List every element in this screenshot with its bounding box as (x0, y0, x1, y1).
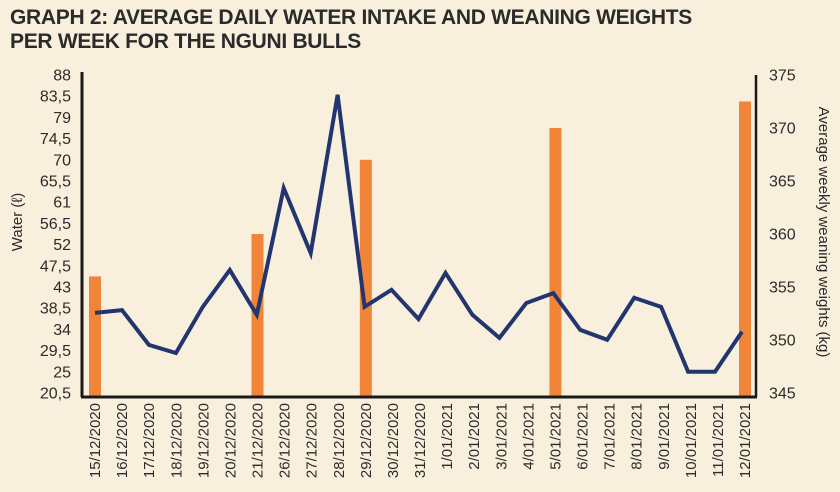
left-tick-label: 43 (53, 280, 71, 297)
x-tick-label: 5/01/2021 (547, 403, 564, 470)
x-tick-label: 12/01/2021 (737, 403, 754, 478)
right-tick-label: 345 (769, 386, 796, 403)
x-tick-label: 8/01/2021 (629, 403, 646, 470)
left-tick-label: 25 (53, 364, 71, 381)
x-tick-label: 17/12/2020 (141, 403, 158, 478)
left-tick-label: 56,5 (40, 216, 71, 233)
right-tick-label: 360 (769, 227, 796, 244)
x-tick-label: 27/12/2020 (304, 403, 321, 478)
x-tick-label: 2/01/2021 (466, 403, 483, 470)
chart-title: GRAPH 2: AVERAGE DAILY WATER INTAKE AND … (10, 6, 692, 54)
left-tick-label: 88 (53, 68, 71, 85)
left-tick-labels: 88 83,5 79 74,5 70 65,5 61 56,5 52 47,5 43 38,5 34 29… (40, 68, 71, 403)
x-tick-label: 20/12/2020 (222, 403, 239, 478)
x-tick-label: 11/01/2021 (710, 403, 727, 477)
x-tick-label: 19/12/2020 (195, 403, 212, 478)
x-tick-label: 21/12/2020 (250, 403, 267, 478)
left-tick-label: 83,5 (40, 89, 71, 106)
x-tick-label: 18/12/2020 (168, 403, 185, 478)
left-tick-label: 38,5 (40, 301, 71, 318)
right-tick-labels: 375 370 365 360 355 350 345 (769, 68, 796, 403)
x-tick-label: 6/01/2021 (575, 403, 592, 470)
x-tick-label: 31/12/2020 (412, 403, 429, 478)
left-tick-label: 65,5 (40, 174, 71, 191)
chart-title-line-2: PER WEEK FOR THE NGUNI BULLS (10, 30, 361, 53)
x-tick-labels: 15/12/2020 16/12/2020 17/12/2020 18/12/2020… (87, 403, 754, 478)
x-tick-label: 30/12/2020 (385, 403, 402, 478)
x-tick-label: 29/12/2020 (358, 403, 375, 478)
weight-bar (89, 276, 101, 397)
left-tick-label: 47,5 (40, 258, 71, 275)
x-tick-label: 7/01/2021 (602, 403, 619, 470)
left-tick-label: 29,5 (40, 343, 71, 360)
x-tick-label: 16/12/2020 (114, 403, 131, 478)
water-intake-line (94, 94, 744, 374)
right-tick-label: 355 (769, 280, 796, 297)
x-tick-label: 28/12/2020 (331, 403, 348, 478)
left-tick-label: 61 (53, 195, 71, 212)
right-tick-label: 350 (769, 333, 796, 350)
bar-series (89, 101, 751, 397)
chart-title-line-1: GRAPH 2: AVERAGE DAILY WATER INTAKE AND … (10, 6, 692, 29)
left-tick-label: 20,5 (40, 386, 71, 403)
x-tick-label: 10/01/2021 (683, 403, 700, 478)
left-tick-label: 34 (53, 322, 71, 339)
x-tick-label: 26/12/2020 (277, 403, 294, 478)
x-tick-label: 15/12/2020 (87, 403, 104, 478)
weight-bar (739, 101, 751, 397)
weight-bar (359, 159, 372, 397)
left-tick-label: 79 (53, 110, 71, 127)
right-tick-label: 365 (769, 174, 796, 191)
x-tick-label: 3/01/2021 (493, 403, 510, 470)
x-tick-label: 1/01/2021 (439, 403, 456, 470)
left-axis-label: Water (ℓ) (9, 193, 26, 251)
left-tick-label: 70 (53, 152, 71, 169)
right-tick-label: 370 (769, 121, 796, 138)
weight-bar (549, 128, 562, 397)
right-axis-label: Average weekly weaning weights (kg) (815, 107, 832, 358)
left-tick-label: 74,5 (40, 131, 71, 148)
left-tick-label: 52 (53, 237, 71, 254)
right-tick-label: 375 (769, 68, 796, 85)
x-tick-label: 9/01/2021 (656, 403, 673, 470)
x-tick-label: 4/01/2021 (520, 403, 537, 470)
line-series (94, 94, 744, 374)
